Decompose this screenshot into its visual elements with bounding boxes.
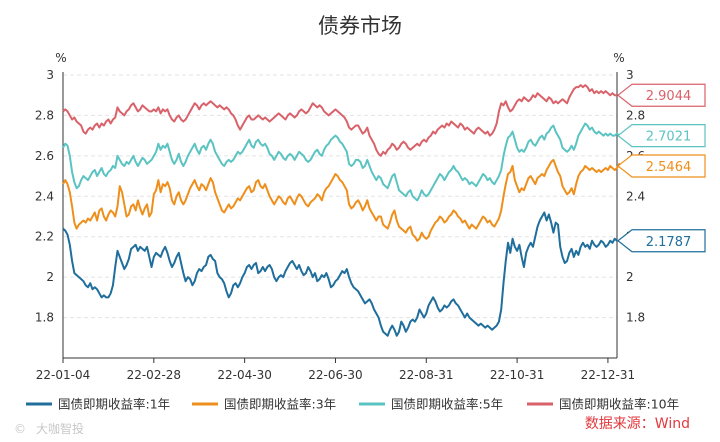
legend-item-4[interactable]: 国债即期收益率:10年 [527, 397, 679, 412]
series-line-2 [62, 158, 623, 242]
y-tick-label-right: 1.8 [626, 311, 645, 325]
y-ticks-left: 1.8 2 2.2 2.4 2.6 2.8 3 [35, 68, 54, 325]
legend-label: 国债即期收益率:1年 [58, 397, 170, 412]
callout-box [617, 83, 706, 107]
y-tick-label-left: 2.2 [35, 230, 54, 244]
x-tick-label: 22-10-31 [490, 368, 544, 382]
y-tick-label-left: 3 [46, 68, 54, 82]
x-tick-label: 22-02-28 [127, 368, 181, 382]
series-line-3 [62, 122, 622, 202]
y-axis-left-unit: % [55, 51, 66, 65]
x-tick-label: 22-01-04 [36, 368, 90, 382]
y-tick-label-left: 2.4 [35, 189, 54, 203]
callout-value: 2.7021 [646, 130, 692, 145]
series-line-4 [62, 84, 617, 157]
x-ticks: 22-01-04 22-02-28 22-04-30 22-06-30 22-08-31… [36, 358, 635, 382]
callout-value: 2.5464 [646, 160, 692, 175]
legend-item-2[interactable]: 国债即期收益率:3年 [192, 397, 336, 412]
x-tick-label: 22-12-31 [581, 368, 635, 382]
watermark: © 大咖智投 [14, 421, 84, 436]
y-axis-right-unit: % [613, 51, 624, 65]
x-tick-label: 22-08-31 [399, 368, 453, 382]
last-value-callouts: 2.1787 2.5464 2.7021 2.9044 [617, 83, 706, 253]
callout-1: 2.1787 [617, 229, 706, 253]
legend-label: 国债即期收益率:3年 [224, 397, 336, 412]
series-lines [62, 84, 623, 337]
series-line-1 [62, 211, 618, 337]
legend-label: 国债即期收益率:10年 [559, 397, 679, 412]
axes [62, 72, 618, 359]
x-tick-label: 22-06-30 [308, 368, 362, 382]
callout-value: 2.1787 [646, 235, 692, 250]
legend-item-3[interactable]: 国债即期收益率:5年 [359, 397, 503, 412]
callout-box [617, 124, 706, 148]
callout-box [617, 229, 706, 253]
y-tick-label-left: 1.8 [35, 311, 54, 325]
legend[interactable]: 国债即期收益率:1年 国债即期收益率:3年 国债即期收益率:5年 国债即期收益率:10… [26, 397, 679, 412]
watermark-text: 大咖智投 [36, 421, 84, 436]
legend-item-1[interactable]: 国债即期收益率:1年 [26, 397, 170, 412]
callout-4: 2.9044 [617, 83, 706, 107]
x-tick-label: 22-04-30 [217, 368, 271, 382]
callout-2: 2.5464 [617, 154, 706, 178]
watermark-logo-icon: © [14, 422, 26, 436]
callout-3: 2.7021 [617, 124, 706, 148]
y-tick-label-left: 2.6 [35, 149, 54, 163]
gridlines [63, 74, 617, 319]
legend-label: 国债即期收益率:5年 [391, 397, 503, 412]
y-tick-label-left: 2 [46, 270, 54, 284]
chart-title: 债券市场 [318, 14, 402, 38]
data-source-label: 数据来源：Wind [585, 416, 690, 432]
y-tick-label-left: 2.8 [35, 108, 54, 122]
y-tick-label-right: 3 [626, 68, 634, 82]
callout-value: 2.9044 [646, 89, 692, 104]
y-tick-label-right: 2.8 [626, 108, 645, 122]
y-tick-label-right: 2.4 [626, 189, 645, 203]
callout-box [617, 154, 706, 178]
y-tick-label-right: 2 [626, 270, 634, 284]
